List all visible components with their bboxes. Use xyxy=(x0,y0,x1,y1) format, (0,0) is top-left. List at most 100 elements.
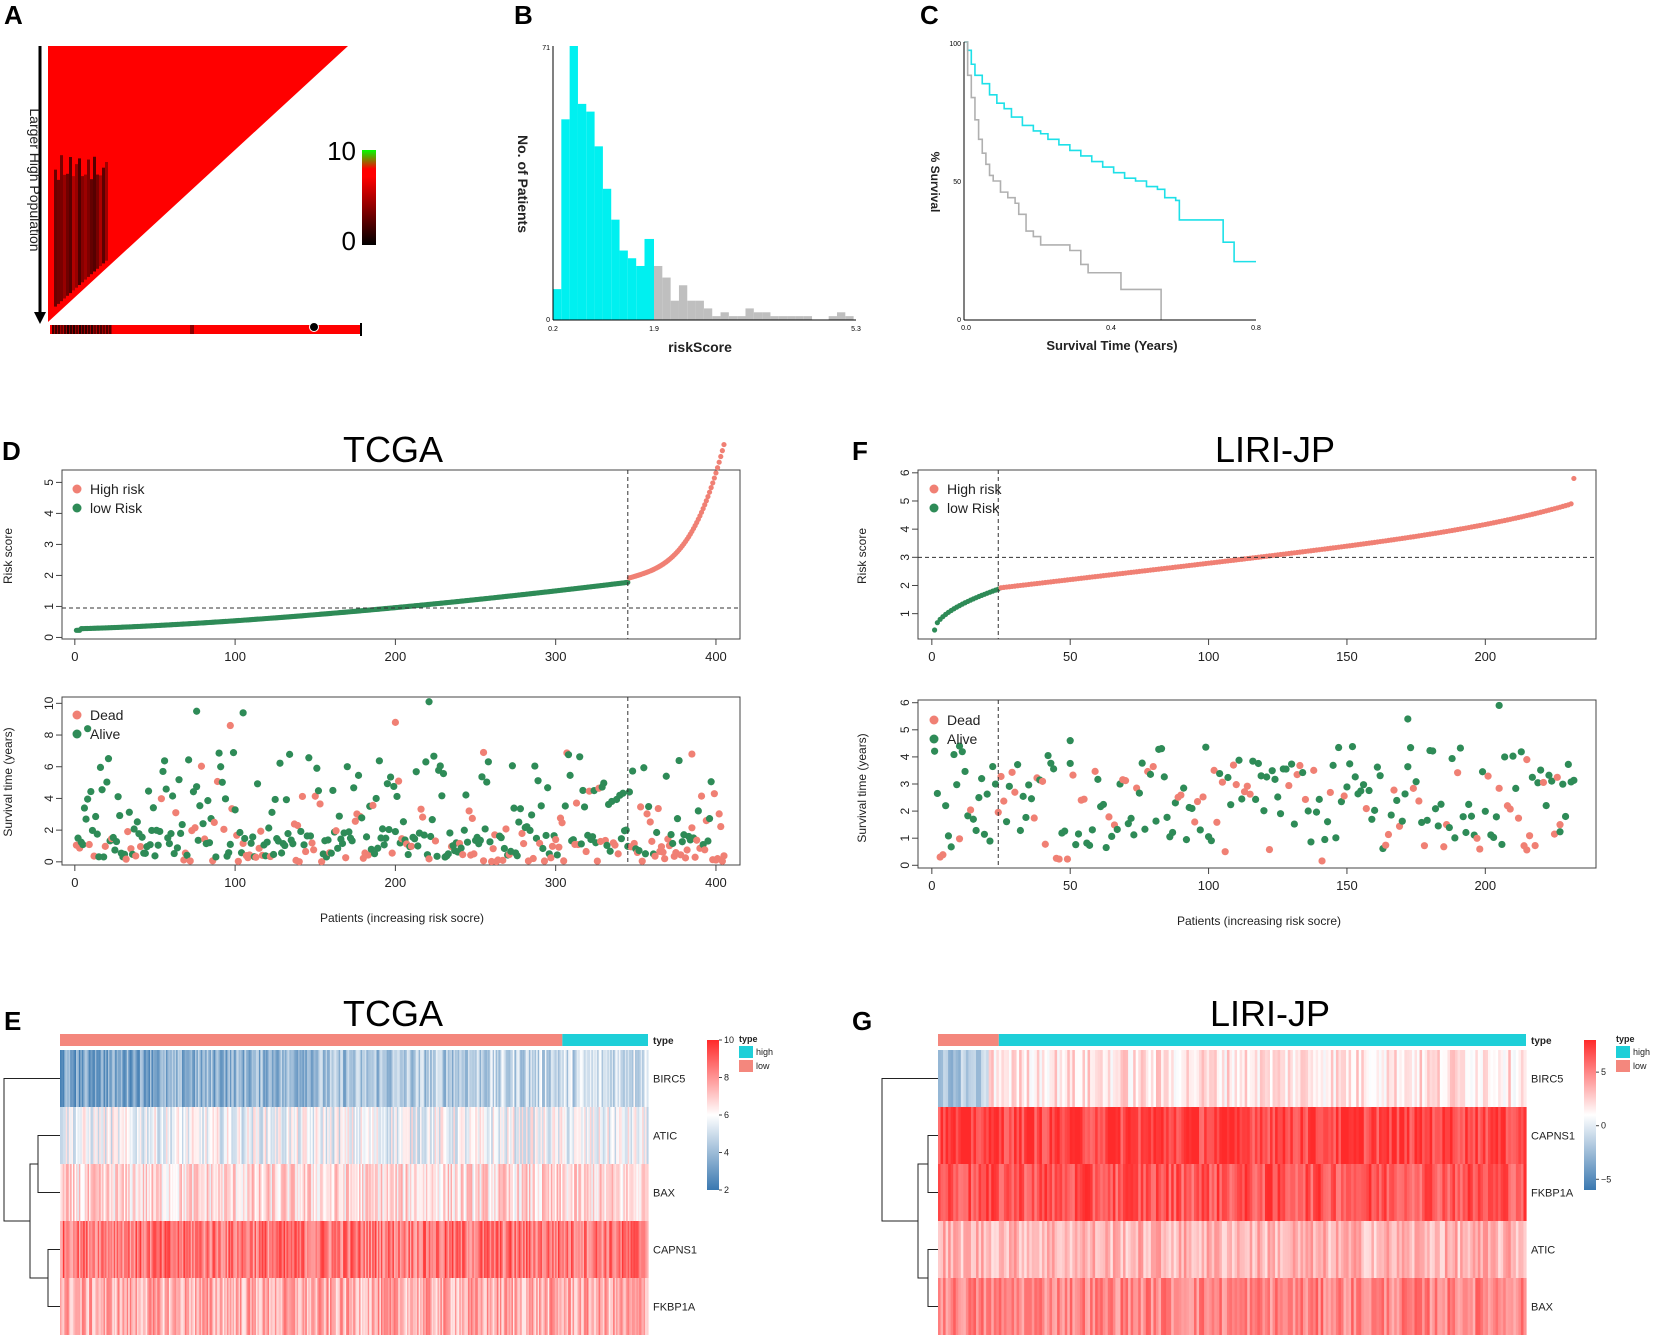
heatmap-cell xyxy=(1206,1221,1210,1278)
heatmap-cell xyxy=(501,1221,504,1278)
heatmap-cell xyxy=(1470,1107,1474,1164)
heatmap-cell xyxy=(241,1278,244,1335)
heatmap-cell xyxy=(91,1107,94,1164)
heatmap-cell xyxy=(1338,1107,1342,1164)
heatmap-cell xyxy=(1495,1164,1499,1221)
heatmap-cell xyxy=(405,1107,408,1164)
heatmap-cell xyxy=(1493,1050,1497,1107)
histogram-bar xyxy=(770,316,779,320)
alive-point xyxy=(125,808,133,816)
heatmap-cell xyxy=(1523,1278,1527,1335)
dead-point xyxy=(1193,797,1202,806)
heatmap-cell xyxy=(604,1107,607,1164)
heatmap-cell xyxy=(128,1278,131,1335)
heatmap-cell xyxy=(170,1278,173,1335)
alive-point xyxy=(579,786,587,795)
heatmap-cell xyxy=(164,1050,167,1107)
dead-point xyxy=(226,721,234,730)
heatmap-cell xyxy=(1216,1107,1220,1164)
heatmap-cell xyxy=(1313,1050,1317,1107)
heatmap-cell xyxy=(1117,1278,1122,1335)
heatmap-cell xyxy=(1123,1221,1127,1278)
risk-point xyxy=(706,489,713,495)
heatmap-cell xyxy=(417,1164,420,1221)
heatmap-cell xyxy=(1239,1221,1243,1278)
heatmap-cell xyxy=(1379,1107,1383,1164)
legend-swatch-high xyxy=(1616,1046,1630,1058)
heatmap-cell xyxy=(258,1050,261,1107)
alive-point xyxy=(1102,843,1110,852)
x-tick-label: 150 xyxy=(1336,649,1358,664)
heatmap-cell xyxy=(134,1278,137,1335)
heatmap-cell xyxy=(534,1278,537,1335)
heatmap-cell xyxy=(334,1221,337,1278)
heatmap-cell xyxy=(1282,1164,1286,1221)
dead-point xyxy=(593,857,601,865)
heatmap-cell xyxy=(404,1050,407,1107)
legend-type-title: type xyxy=(739,1034,758,1044)
panel-letter-b: B xyxy=(514,0,533,30)
heatmap-cell xyxy=(616,1050,619,1107)
heatmap-cell xyxy=(1508,1278,1512,1335)
heatmap-cell xyxy=(206,1164,209,1221)
heatmap-cell xyxy=(338,1278,341,1335)
heatmap-cell xyxy=(1419,1278,1423,1335)
heatmap-cell xyxy=(544,1221,547,1278)
heatmap-cell xyxy=(206,1221,209,1278)
heatmap-cell xyxy=(512,1050,516,1107)
heatmap-cell xyxy=(1444,1107,1449,1164)
heatmap-cell xyxy=(206,1107,209,1164)
heatmap-cell xyxy=(1092,1278,1096,1335)
heatmap-cell xyxy=(976,1107,980,1164)
heatmap-cell xyxy=(112,1221,115,1278)
heatmap-cell xyxy=(1097,1164,1101,1221)
heatmap-cell xyxy=(1117,1164,1122,1221)
heatmap-cell xyxy=(91,1221,94,1278)
heatmap-cell xyxy=(327,1221,330,1278)
heatmap-cell xyxy=(1062,1278,1066,1335)
heatmap-cell xyxy=(382,1164,385,1221)
heatmap-cell xyxy=(491,1107,494,1164)
alive-point xyxy=(276,759,284,767)
heatmap-cell xyxy=(299,1107,302,1164)
heatmap-cell xyxy=(258,1221,261,1278)
heatmap-cell xyxy=(366,1164,369,1221)
histogram-bar xyxy=(703,308,713,320)
heatmap-cell xyxy=(254,1107,257,1164)
dead-point xyxy=(417,805,425,813)
heatmap-cell xyxy=(229,1107,232,1164)
heatmap-cell xyxy=(1003,1107,1008,1164)
heatmap-cell xyxy=(1457,1107,1461,1164)
heatmap-cell xyxy=(222,1221,225,1278)
heatmap-cell xyxy=(1439,1107,1443,1164)
heatmap-cell xyxy=(1237,1164,1241,1221)
heatmap-cell xyxy=(1515,1050,1519,1107)
legend: High risk low Risk xyxy=(929,481,1002,516)
heatmap-cell xyxy=(276,1221,279,1278)
heatmap-cell xyxy=(1356,1221,1360,1278)
heatmap-cell xyxy=(1513,1221,1517,1278)
heatmap-cell xyxy=(376,1221,379,1278)
heatmap-cell xyxy=(1186,1050,1190,1107)
heatmap-cell xyxy=(531,1278,534,1335)
heatmap-cell xyxy=(319,1107,322,1164)
heatmap-cell xyxy=(152,1050,155,1107)
heatmap-cell xyxy=(1409,1278,1413,1335)
alive-point xyxy=(1050,765,1058,773)
heatmap-cell xyxy=(945,1278,949,1335)
heatmap-cell xyxy=(1518,1107,1522,1164)
heatmap-cell xyxy=(998,1050,1002,1107)
heatmap-cell xyxy=(328,1107,331,1164)
heatmap-cell xyxy=(200,1050,203,1107)
heatmap-cell xyxy=(376,1050,379,1107)
dead-point xyxy=(1318,857,1326,865)
heatmap-cell xyxy=(1333,1050,1337,1107)
heatmap-cell xyxy=(286,1221,289,1278)
heatmap-cell xyxy=(389,1107,392,1164)
alive-point xyxy=(1196,826,1204,834)
heatmap-cell xyxy=(563,1050,566,1107)
heatmap-cell xyxy=(582,1278,585,1335)
heatmap-cell xyxy=(518,1278,521,1335)
heatmap-cell xyxy=(351,1278,354,1335)
heatmap-cell xyxy=(639,1164,642,1221)
